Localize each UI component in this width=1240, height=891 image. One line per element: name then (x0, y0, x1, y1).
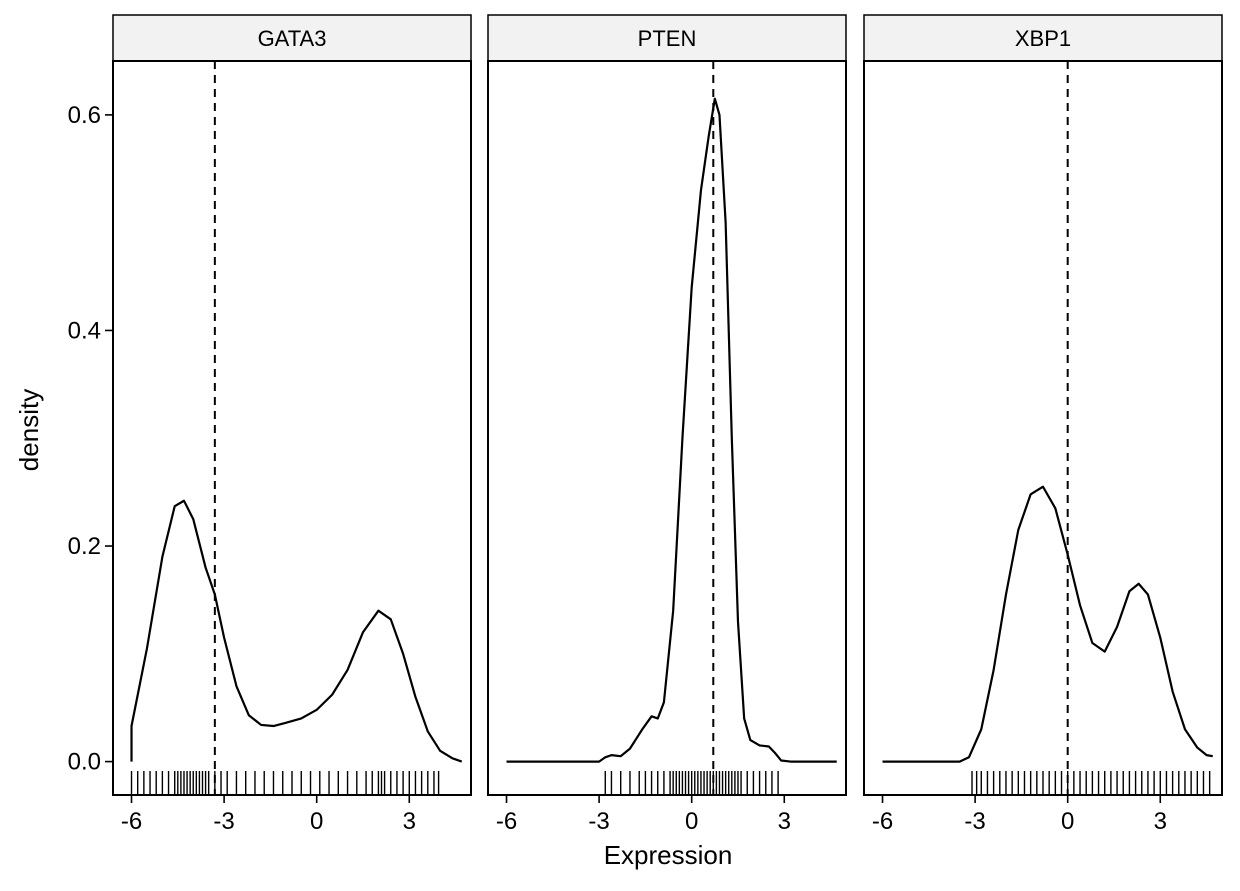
y-tick-label: 0.2 (68, 533, 101, 560)
y-tick-label: 0.4 (68, 317, 101, 344)
x-tick-label: -6 (121, 808, 142, 835)
x-tick-label: 3 (403, 808, 416, 835)
facet-strip (487, 14, 847, 62)
rug (130, 771, 440, 794)
facet-strip (863, 14, 1223, 62)
y-tick-label: 0.6 (68, 102, 101, 129)
y-tick-label: 0.0 (68, 749, 101, 776)
x-tick-label: -3 (964, 808, 985, 835)
panel-border (487, 60, 847, 796)
rug (604, 771, 779, 794)
facet-panel-gata3: GATA3 -6 -3 0 3 (112, 14, 472, 835)
facet-strip (112, 14, 472, 62)
x-tick-label: 3 (1154, 808, 1167, 835)
facet-panel-xbp1: XBP1 -6 -3 0 3 (863, 14, 1223, 835)
y-axis-title: density (14, 389, 44, 471)
panel-border (112, 60, 472, 796)
facet-strip-label: PTEN (638, 26, 697, 51)
facet-panel-pten: PTEN -6 -3 0 3 (487, 14, 847, 835)
x-axis-title: Expression (604, 840, 733, 870)
density-curve (882, 485, 1213, 763)
rug (971, 771, 1211, 794)
x-tick-label: 3 (778, 808, 791, 835)
facet-strip-label: GATA3 (258, 26, 327, 51)
x-tick-label: -6 (872, 808, 893, 835)
panels-layer: GATA3 -6 -3 0 3 PTEN -6 -3 0 3 XBP1 -6 -3 0 3 (112, 14, 1223, 835)
x-tick-label: -6 (496, 808, 517, 835)
facet-strip-label: XBP1 (1015, 26, 1071, 51)
panel-border (863, 60, 1223, 796)
y-axis: 0.0 0.2 0.4 0.6 (68, 102, 113, 776)
density-curve (130, 499, 463, 763)
x-tick-label: 0 (1061, 808, 1074, 835)
density-curve (506, 97, 837, 763)
x-tick-label: 0 (685, 808, 698, 835)
x-tick-label: 0 (310, 808, 323, 835)
x-tick-label: -3 (588, 808, 609, 835)
x-tick-label: -3 (213, 808, 234, 835)
